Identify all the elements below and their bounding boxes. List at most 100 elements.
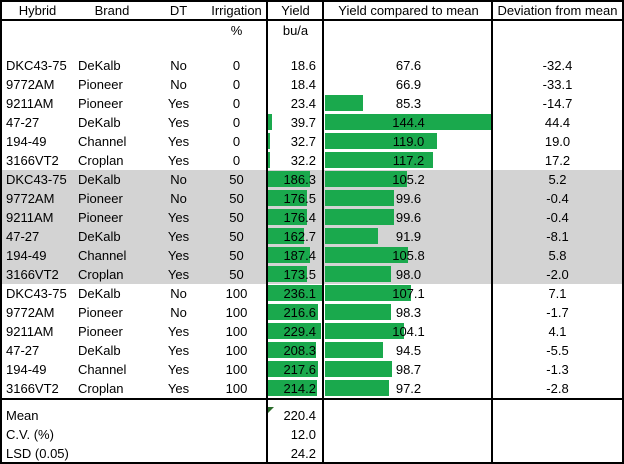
cell-irrigation[interactable]: 0: [206, 94, 267, 113]
cell-yield-compared[interactable]: 99.6: [324, 208, 493, 227]
cell-hybrid[interactable]: 9772AM: [2, 75, 73, 94]
cell-dt[interactable]: No: [151, 170, 206, 189]
cell-hybrid[interactable]: 9211AM: [2, 94, 73, 113]
cell-irrigation[interactable]: 100: [206, 379, 267, 398]
cell-deviation[interactable]: 19.0: [493, 132, 622, 151]
cell-hybrid[interactable]: 9772AM: [2, 189, 73, 208]
cell-yield[interactable]: 236.1: [267, 284, 324, 303]
summary-label-mean[interactable]: Mean: [2, 406, 267, 425]
cell-deviation[interactable]: 5.2: [493, 170, 622, 189]
cell-hybrid[interactable]: 9211AM: [2, 208, 73, 227]
cell-deviation[interactable]: -2.0: [493, 265, 622, 284]
cell-hybrid[interactable]: 9772AM: [2, 303, 73, 322]
column-header-brand[interactable]: Brand: [73, 2, 151, 19]
cell-brand[interactable]: Pioneer: [73, 75, 151, 94]
cell-hybrid[interactable]: DKC43-75: [2, 56, 73, 75]
cell-deviation[interactable]: -2.8: [493, 379, 622, 398]
cell-yield-compared[interactable]: 99.6: [324, 189, 493, 208]
summary-value-lsd[interactable]: 24.2: [267, 444, 324, 462]
cell-hybrid[interactable]: 47-27: [2, 227, 73, 246]
cell-yield-compared[interactable]: 67.6: [324, 56, 493, 75]
cell-irrigation[interactable]: 100: [206, 341, 267, 360]
cell-dt[interactable]: Yes: [151, 322, 206, 341]
cell-brand[interactable]: DeKalb: [73, 113, 151, 132]
cell-brand[interactable]: Croplan: [73, 151, 151, 170]
cell-deviation[interactable]: 17.2: [493, 151, 622, 170]
cell-irrigation[interactable]: 0: [206, 56, 267, 75]
cell-yield[interactable]: 217.6: [267, 360, 324, 379]
cell-brand[interactable]: Channel: [73, 360, 151, 379]
cell-yield[interactable]: 23.4: [267, 94, 324, 113]
cell-yield[interactable]: 162.7: [267, 227, 324, 246]
cell-yield[interactable]: 18.6: [267, 56, 324, 75]
cell-deviation[interactable]: 44.4: [493, 113, 622, 132]
cell-yield[interactable]: 208.3: [267, 341, 324, 360]
cell-irrigation[interactable]: 50: [206, 189, 267, 208]
empty-cell[interactable]: [324, 425, 493, 444]
cell-dt[interactable]: No: [151, 75, 206, 94]
empty-cell[interactable]: [324, 444, 493, 462]
cell-hybrid[interactable]: 194-49: [2, 132, 73, 151]
cell-yield-compared[interactable]: 98.3: [324, 303, 493, 322]
cell-yield-compared[interactable]: 94.5: [324, 341, 493, 360]
cell-yield-compared[interactable]: 66.9: [324, 75, 493, 94]
column-header-dt[interactable]: DT: [151, 2, 206, 19]
cell-hybrid[interactable]: 194-49: [2, 246, 73, 265]
cell-deviation[interactable]: 5.8: [493, 246, 622, 265]
cell-dt[interactable]: Yes: [151, 360, 206, 379]
cell-irrigation[interactable]: 50: [206, 265, 267, 284]
cell-yield[interactable]: 216.6: [267, 303, 324, 322]
cell-deviation[interactable]: -5.5: [493, 341, 622, 360]
cell-yield-compared[interactable]: 105.8: [324, 246, 493, 265]
unit-yield[interactable]: bu/a: [267, 21, 324, 40]
cell-yield-compared[interactable]: 97.2: [324, 379, 493, 398]
column-header-deviation[interactable]: Deviation from mean: [493, 2, 622, 19]
cell-yield[interactable]: 176.5: [267, 189, 324, 208]
cell-irrigation[interactable]: 50: [206, 246, 267, 265]
cell-yield[interactable]: 173.5: [267, 265, 324, 284]
cell-yield-compared[interactable]: 105.2: [324, 170, 493, 189]
cell-deviation[interactable]: 4.1: [493, 322, 622, 341]
cell-yield-compared[interactable]: 98.7: [324, 360, 493, 379]
cell-hybrid[interactable]: 47-27: [2, 341, 73, 360]
cell-yield[interactable]: 186.3: [267, 170, 324, 189]
empty-cell[interactable]: [493, 406, 622, 425]
cell-irrigation[interactable]: 50: [206, 170, 267, 189]
cell-deviation[interactable]: -1.3: [493, 360, 622, 379]
cell-hybrid[interactable]: 47-27: [2, 113, 73, 132]
cell-dt[interactable]: Yes: [151, 227, 206, 246]
cell-yield-compared[interactable]: 91.9: [324, 227, 493, 246]
cell-hybrid[interactable]: 3166VT2: [2, 265, 73, 284]
cell-yield-compared[interactable]: 117.2: [324, 151, 493, 170]
empty-cell[interactable]: [493, 444, 622, 462]
empty-cell[interactable]: [493, 21, 622, 40]
cell-brand[interactable]: DeKalb: [73, 56, 151, 75]
cell-irrigation[interactable]: 0: [206, 151, 267, 170]
column-header-hybrid[interactable]: Hybrid: [2, 2, 73, 19]
cell-hybrid[interactable]: 3166VT2: [2, 151, 73, 170]
cell-dt[interactable]: Yes: [151, 113, 206, 132]
column-header-yield-compared[interactable]: Yield compared to mean: [324, 2, 493, 19]
empty-cell[interactable]: [2, 21, 73, 40]
cell-irrigation[interactable]: 100: [206, 284, 267, 303]
cell-yield-compared[interactable]: 119.0: [324, 132, 493, 151]
cell-deviation[interactable]: -8.1: [493, 227, 622, 246]
cell-irrigation[interactable]: 0: [206, 132, 267, 151]
cell-brand[interactable]: Pioneer: [73, 189, 151, 208]
cell-dt[interactable]: Yes: [151, 94, 206, 113]
column-header-yield[interactable]: Yield: [267, 2, 324, 19]
cell-yield-compared[interactable]: 85.3: [324, 94, 493, 113]
cell-yield-compared[interactable]: 144.4: [324, 113, 493, 132]
cell-brand[interactable]: Pioneer: [73, 322, 151, 341]
cell-dt[interactable]: Yes: [151, 151, 206, 170]
cell-brand[interactable]: Pioneer: [73, 94, 151, 113]
cell-deviation[interactable]: 7.1: [493, 284, 622, 303]
summary-value-cv[interactable]: 12.0: [267, 425, 324, 444]
cell-yield[interactable]: 18.4: [267, 75, 324, 94]
cell-hybrid[interactable]: DKC43-75: [2, 170, 73, 189]
cell-hybrid[interactable]: 9211AM: [2, 322, 73, 341]
cell-irrigation[interactable]: 0: [206, 75, 267, 94]
cell-dt[interactable]: Yes: [151, 208, 206, 227]
cell-yield[interactable]: 32.2: [267, 151, 324, 170]
cell-yield[interactable]: 32.7: [267, 132, 324, 151]
